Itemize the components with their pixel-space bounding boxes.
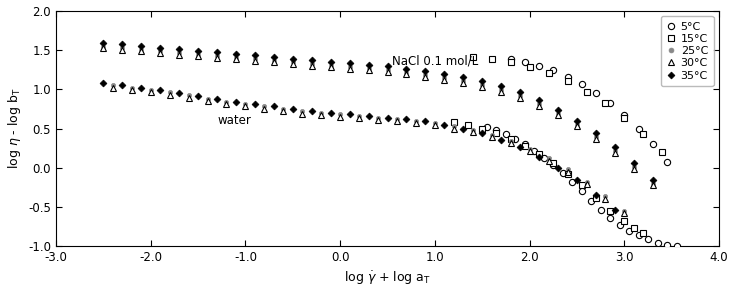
X-axis label: log $\dot{\gamma}$ + log a$_\mathrm{T}$: log $\dot{\gamma}$ + log a$_\mathrm{T}$ (344, 270, 431, 287)
Y-axis label: log $\eta$ - log b$_\mathrm{T}$: log $\eta$ - log b$_\mathrm{T}$ (6, 88, 23, 169)
Text: NaCl 0.1 mol/L: NaCl 0.1 mol/L (392, 54, 479, 67)
Text: water: water (217, 114, 251, 127)
Legend: 5°C, 15°C, 25°C, 30°C, 35°C: 5°C, 15°C, 25°C, 30°C, 35°C (661, 16, 713, 86)
